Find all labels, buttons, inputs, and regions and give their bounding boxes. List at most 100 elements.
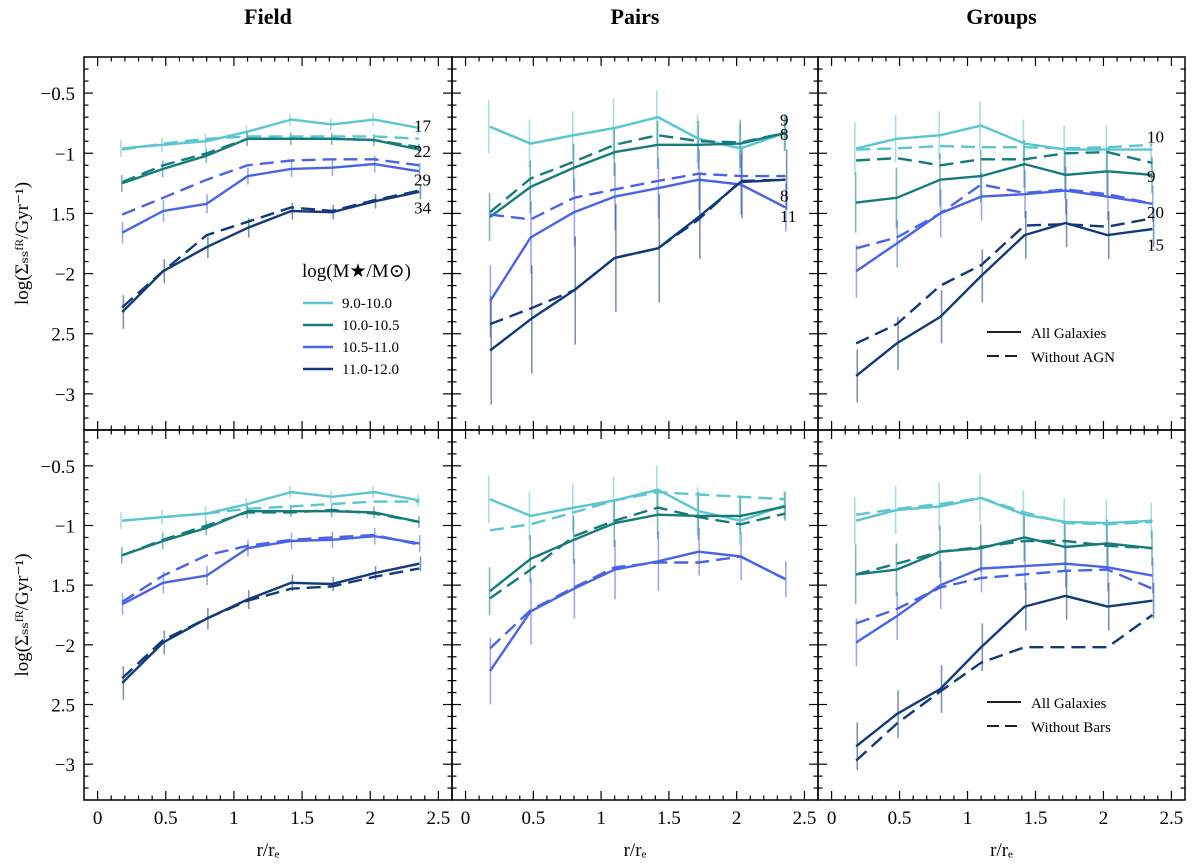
series-dashed-11.0-12.0: [855, 614, 1154, 762]
legend-label-10.0-10.5: 10.0-10.5: [342, 318, 400, 334]
x-tick-label: 0.5: [521, 808, 545, 829]
x-axis-label: r/rₑ: [624, 840, 647, 861]
y-tick-label: 2.5: [51, 325, 75, 346]
count-label: 17: [414, 117, 432, 136]
y-tick-label: −0.5: [41, 457, 75, 478]
series-solid-11.0-12.0: [855, 221, 1153, 377]
series-solid-9.0-10.0: [855, 496, 1153, 525]
x-tick-label: 1: [596, 808, 606, 829]
series-solid-10.5-11.0: [488, 178, 787, 302]
count-label: 8: [780, 186, 789, 205]
count-label: 11: [780, 207, 796, 226]
series-solid-9.0-10.0: [122, 490, 420, 522]
y-tick-label: −1: [55, 516, 75, 537]
x-tick-label: 2: [732, 808, 742, 829]
column-title-groups: Groups: [966, 4, 1037, 29]
y-tick-label: 1.5: [51, 204, 75, 225]
x-tick-label: 0.5: [888, 808, 912, 829]
count-label: 20: [1147, 203, 1164, 222]
x-tick-label: 2.5: [426, 808, 450, 829]
count-label: 15: [1147, 236, 1164, 255]
series-dashed-10.5-11.0: [489, 172, 786, 221]
column-title-field: Field: [244, 4, 292, 29]
series-solid-10.0-10.5: [489, 505, 786, 593]
series-solid-10.0-10.5: [121, 137, 420, 185]
panel-pairs-bars: 0 0.5 1 1.5 2 2.5 r/rₑ: [451, 429, 819, 861]
panel-frame: [83, 429, 453, 801]
series-dashed-11.0-12.0: [855, 217, 1153, 345]
legend-solid-label: All Galaxies: [1031, 326, 1107, 342]
series-dashed-9.0-10.0: [855, 496, 1153, 526]
count-label: 10: [1147, 127, 1164, 146]
series-dashed-10.5-11.0: [121, 158, 420, 216]
mass-legend-title: log(M★/M⊙): [302, 261, 411, 282]
series-dashed-10.0-10.5: [489, 131, 786, 214]
panel-frame: [817, 429, 1186, 801]
y-tick-label: 2.5: [51, 696, 75, 717]
panel-frame: [451, 56, 819, 431]
series-solid-10.0-10.5: [489, 131, 786, 218]
series-solid-9.0-10.0: [122, 118, 420, 150]
x-tick-label: 1: [229, 808, 239, 829]
panel-groups-bars: 0 0.5 1 1.5 2 2.5 r/rₑ All Galaxies Without Bars: [817, 429, 1186, 861]
series-solid-9.0-10.0: [489, 488, 786, 522]
legend-label-9.0-10.0: 9.0-10.0: [342, 296, 392, 312]
series-solid-10.5-11.0: [855, 562, 1153, 644]
series-dashed-9.0-10.0: [122, 135, 420, 151]
panel-field-agn: −0.5 −1 1.5 −2 2.5 −3 log(Σₛₛᶠᴿ/Gyr⁻¹) 17 22 29 34…: [12, 56, 453, 431]
x-tick-label: 2.5: [793, 808, 817, 829]
count-label: 34: [414, 198, 432, 217]
x-tick-label: 0: [461, 808, 471, 829]
series-dashed-10.5-11.0: [855, 183, 1153, 250]
panel-field-bars: −0.5 −1 1.5 −2 2.5 −3 log(Σₛₛᶠᴿ/Gyr⁻¹) 0 0.5 1 1.5…: [12, 429, 453, 861]
series-solid-11.0-12.0: [855, 594, 1153, 748]
y-tick-label: −3: [55, 385, 75, 406]
style-legend: All Galaxies Without AGN: [987, 326, 1115, 366]
y-tick-label: −3: [55, 755, 75, 776]
style-legend: All Galaxies Without Bars: [987, 696, 1111, 736]
column-title-pairs: Pairs: [611, 4, 660, 29]
mass-legend: log(M★/M⊙) 9.0-10.0 10.0-10.5 10.5-11.0 11.0…: [302, 261, 411, 378]
series-solid-10.5-11.0: [121, 162, 420, 234]
count-label: 29: [414, 171, 431, 190]
series-solid-10.5-11.0: [121, 535, 420, 606]
y-tick-label: −1: [55, 144, 75, 165]
panel-groups-agn: 10 9 20 15 All Galaxies Without AGN: [817, 56, 1186, 431]
legend-dashed-label: Without Bars: [1031, 720, 1111, 736]
y-tick-label: −2: [55, 636, 75, 657]
count-label: 22: [414, 142, 431, 161]
series-dashed-9.0-10.0: [856, 143, 1153, 151]
series-dashed-11.0-12.0: [121, 567, 420, 680]
x-tick-label: 0: [93, 808, 103, 829]
x-tick-label: 0: [827, 808, 837, 829]
series-dashed-10.5-11.0: [855, 568, 1153, 625]
panel-frame: [817, 56, 1186, 431]
legend-label-10.5-11.0: 10.5-11.0: [342, 340, 399, 356]
x-tick-label: 2: [365, 808, 375, 829]
x-tick-label: 0.5: [154, 808, 178, 829]
legend-dashed-label: Without AGN: [1031, 350, 1115, 366]
x-tick-label: 1.5: [657, 808, 681, 829]
x-axis-label: r/rₑ: [257, 840, 280, 861]
series-dashed-10.0-10.5: [856, 150, 1153, 167]
x-tick-label: 1.5: [1024, 808, 1048, 829]
series-solid-11.0-12.0: [489, 178, 786, 352]
series-dashed-10.5-11.0: [121, 533, 420, 603]
series-solid-9.0-10.0: [855, 124, 1153, 151]
legend-label-11.0-12.0: 11.0-12.0: [342, 362, 399, 378]
series-solid-9.0-10.0: [489, 115, 786, 150]
count-label: 9: [1147, 167, 1156, 186]
panel-frame: [451, 429, 819, 801]
series-dashed-10.0-10.5: [489, 506, 786, 600]
y-tick-label: 1.5: [51, 576, 75, 597]
series-solid-11.0-12.0: [121, 562, 420, 684]
y-tick-label: −0.5: [41, 84, 75, 105]
x-tick-label: 2.5: [1160, 808, 1184, 829]
x-tick-label: 2: [1099, 808, 1109, 829]
count-label: 9: [780, 111, 789, 130]
x-axis-label: r/rₑ: [990, 840, 1013, 861]
x-tick-label: 1: [963, 808, 973, 829]
series-solid-10.5-11.0: [489, 550, 787, 672]
